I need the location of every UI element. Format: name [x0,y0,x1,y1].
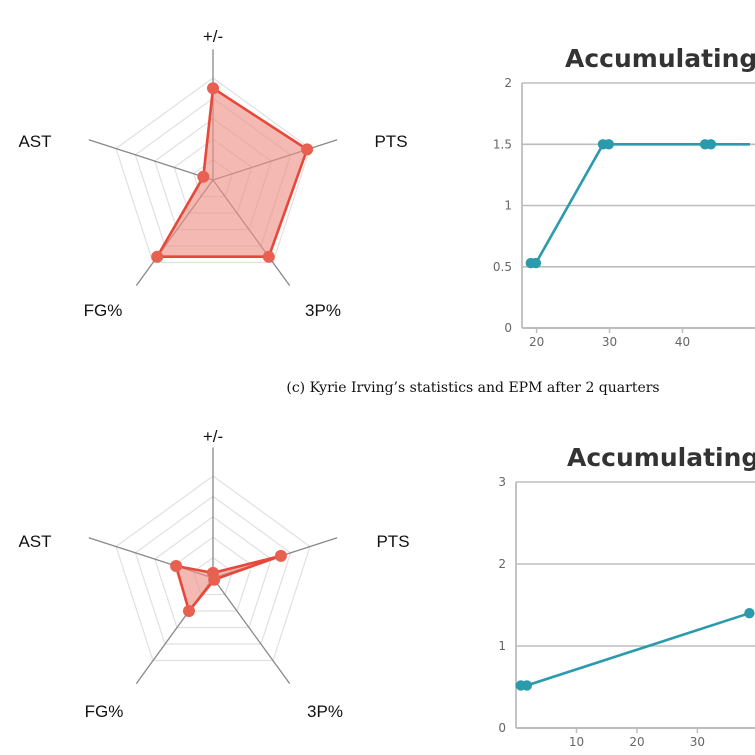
line-chart-bottom: 0 1 2 3 10 20 30 Accumulating M [498,443,755,749]
y-tick-label-0: 0 [498,721,506,735]
radar-ring-4 [134,495,292,645]
line-chart-top: 0 0.5 1 1.5 2 20 30 40 Accumulating M [493,44,755,349]
y-tick-label-2: 1 [504,199,512,213]
radar-point-fg-pct [151,250,164,263]
line-chart-title: Accumulating M [565,44,755,73]
radar-point-ast [170,560,183,572]
x-tick-label-0: 20 [529,335,544,349]
radar-axis-label-fg-pct: FG% [85,702,124,721]
line-chart-title: Accumulating M [567,443,755,472]
radar-ring-3 [154,516,272,629]
radar-point-3p-pct [208,573,221,586]
x-tick-label-1: 20 [629,735,644,749]
radar-point-fg-pct [183,605,195,617]
radar-axis-label-fg-pct: FG% [84,301,123,320]
radar-chart-top: +/- PTS 3P% FG% AST [18,27,407,320]
figure-caption: (c) Kyrie Irving’s statistics and EPM af… [286,380,659,396]
radar-point-plus-minus [207,82,219,95]
radar-axis-label-pts: PTS [376,532,409,551]
line-series [530,143,750,265]
radar-point-3p-pct [262,250,275,263]
radar-ring-2 [173,536,253,612]
radar-axis-label-ast: AST [18,532,51,551]
x-tick-label-0: 10 [569,735,584,749]
radar-area [174,554,283,613]
x-tick-label-2: 40 [675,335,690,349]
line-point-2 [744,608,755,619]
line-point-3 [603,139,614,150]
radar-area [155,86,309,259]
y-tick-label-1: 1 [498,639,506,653]
y-tick-label-2: 2 [498,557,506,571]
x-tick-label-1: 30 [602,335,617,349]
radar-axis-label-3p-pct: 3P% [305,301,341,320]
radar-ring-5 [115,475,311,662]
y-tick-label-4: 2 [504,76,512,90]
radar-point-ast [197,170,210,183]
line-point-5 [705,139,717,150]
y-tick-label-3: 3 [498,475,506,489]
x-tick-label-2: 30 [690,735,705,749]
line-point-1 [530,257,542,269]
radar-axis-label-3p-pct: 3P% [307,702,343,721]
radar-axis-label-ast: AST [18,132,51,151]
radar-chart-bottom: +/- PTS 3P% FG% AST [18,427,409,721]
radar-axis-label-pts: PTS [374,132,407,151]
radar-axis-label-plus-minus: +/- [203,427,223,446]
line-point-1 [521,680,533,691]
y-tick-label-3: 1.5 [493,137,512,151]
radar-point-pts [301,143,314,156]
y-tick-label-0: 0 [504,321,512,335]
radar-axis-label-plus-minus: +/- [203,27,223,46]
line-series [520,611,750,687]
radar-ring-5 [115,77,311,264]
radar-spoke-3p-pct [212,577,291,684]
y-tick-label-1: 0.5 [493,260,512,274]
radar-spoke-ast [88,139,214,181]
radar-point-pts [274,549,287,562]
